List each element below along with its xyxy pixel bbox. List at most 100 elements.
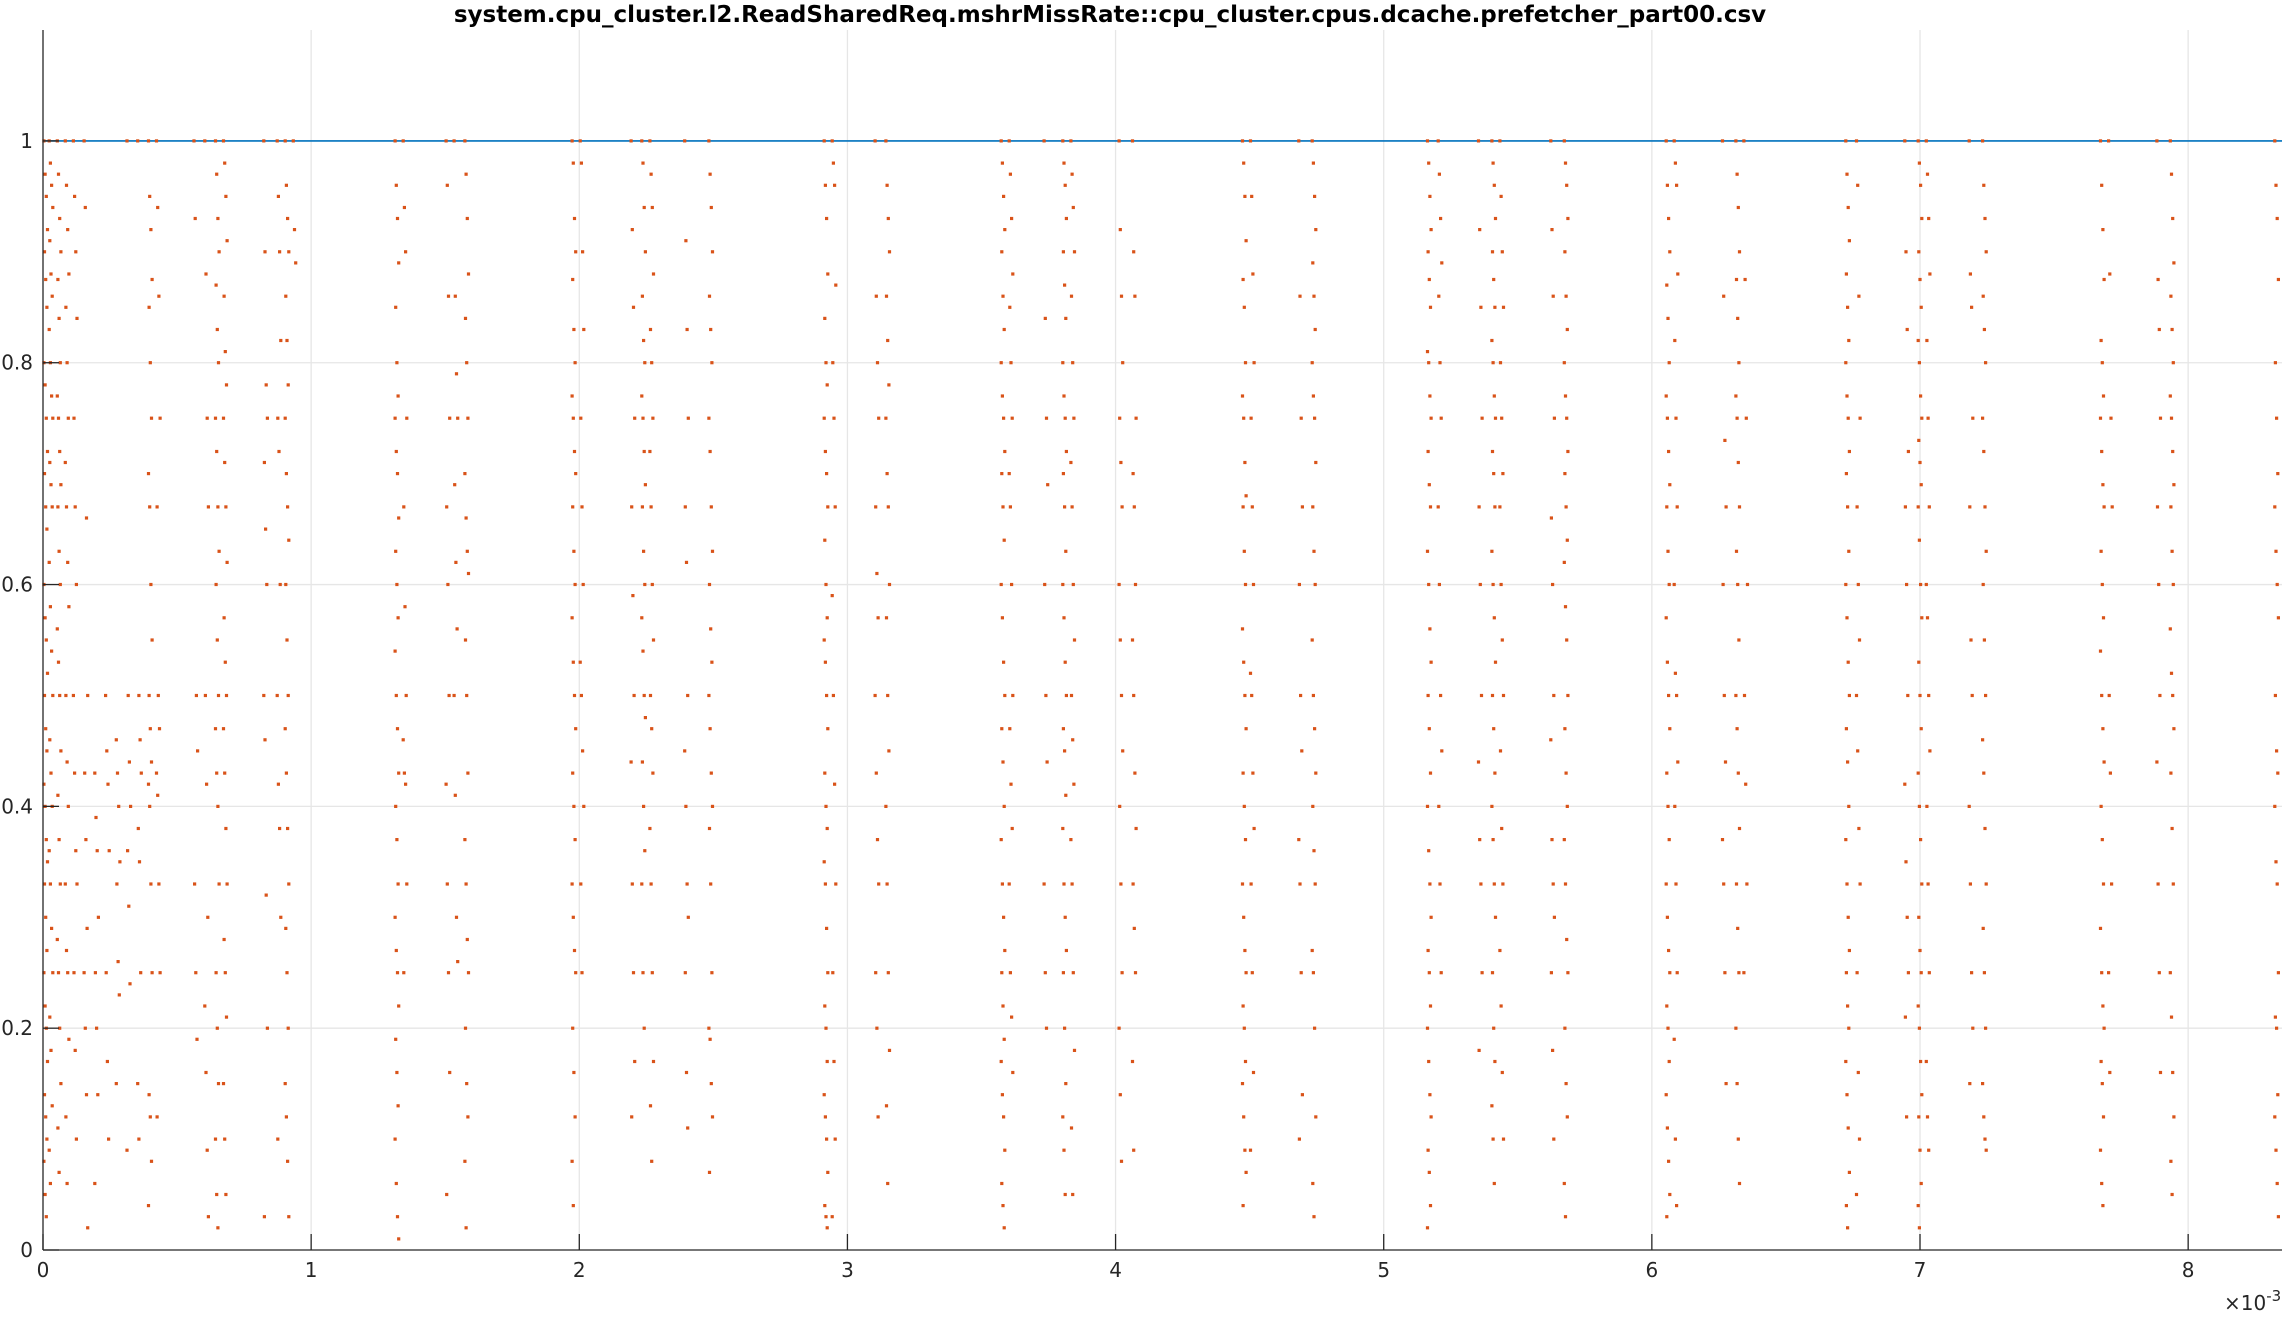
data-point (393, 915, 397, 919)
data-point (1674, 416, 1678, 420)
data-point (2108, 771, 2112, 775)
data-point (146, 782, 151, 786)
data-point (2172, 1115, 2176, 1119)
data-point (464, 516, 468, 520)
data-point (1437, 172, 1441, 176)
data-point (397, 1237, 401, 1241)
data-point (1735, 1082, 1739, 1086)
data-point (1072, 250, 1077, 254)
data-point (2101, 727, 2105, 731)
data-point (446, 582, 450, 587)
data-point (1071, 582, 1075, 587)
data-point (405, 882, 409, 886)
data-point (1857, 638, 1862, 642)
data-point (2099, 1059, 2103, 1064)
data-point (1927, 505, 1931, 509)
data-point (138, 738, 142, 742)
data-point (1130, 1059, 1135, 1064)
data-point (1069, 1126, 1074, 1130)
data-point (633, 1059, 637, 1064)
data-point (1981, 139, 1985, 143)
data-point (454, 915, 459, 919)
data-point (1917, 804, 1921, 808)
data-point (292, 228, 297, 232)
data-point (1917, 538, 1921, 542)
data-point (2276, 1093, 2280, 1097)
data-point (886, 1181, 890, 1186)
data-point (223, 460, 227, 465)
data-point (709, 205, 713, 210)
data-point (1310, 638, 1314, 642)
data-point (463, 838, 467, 842)
data-point (1846, 660, 1850, 664)
data-point (1927, 1148, 1931, 1152)
data-point (50, 926, 54, 930)
data-point (1665, 660, 1669, 664)
data-point (452, 693, 456, 698)
data-point (402, 505, 406, 509)
data-point (1565, 804, 1569, 808)
data-point (2157, 327, 2161, 332)
data-point (1312, 294, 1316, 298)
data-point (42, 250, 47, 254)
data-point (1563, 161, 1568, 165)
data-point (1927, 693, 1931, 698)
data-point (1499, 1004, 1503, 1008)
data-point (631, 305, 636, 309)
data-point (1062, 616, 1066, 620)
data-point (222, 616, 226, 620)
x-exponent-label: ×10-3 (2224, 1287, 2281, 1315)
data-point (65, 361, 69, 365)
data-point (1927, 216, 1931, 221)
data-point (277, 449, 281, 454)
data-point (1858, 882, 1862, 886)
data-point (1737, 505, 1742, 509)
data-point (73, 771, 77, 775)
data-point (401, 139, 405, 143)
data-point (579, 882, 583, 886)
data-point (885, 882, 889, 886)
data-point (570, 394, 574, 398)
data-point (206, 1215, 210, 1219)
data-point (887, 383, 891, 387)
data-point (395, 971, 400, 975)
data-point (1916, 338, 1920, 343)
data-point (1072, 1048, 1077, 1052)
data-point (283, 727, 287, 731)
data-point (278, 250, 282, 254)
data-point (464, 882, 468, 886)
data-point (1968, 272, 1972, 276)
data-point (44, 915, 48, 919)
data-point (2170, 1192, 2174, 1197)
data-point (48, 738, 52, 742)
data-point (287, 882, 291, 886)
data-point (50, 394, 54, 398)
data-point (1477, 505, 1481, 509)
data-point (641, 971, 645, 975)
data-point (397, 1004, 401, 1008)
data-point (1734, 549, 1739, 553)
data-point (1313, 582, 1317, 587)
data-point (831, 971, 835, 975)
data-point (826, 1170, 830, 1174)
data-point (1668, 483, 1672, 487)
data-point (404, 693, 408, 698)
data-point (1743, 277, 1747, 282)
data-point (1008, 305, 1012, 309)
data-point (1665, 505, 1669, 509)
data-point (570, 882, 574, 886)
data-point (466, 571, 471, 576)
data-point (58, 582, 62, 587)
data-point (1501, 693, 1506, 698)
data-point (262, 693, 266, 698)
data-point (571, 1026, 575, 1030)
data-point (686, 1126, 690, 1130)
data-point (217, 882, 221, 886)
data-point (149, 582, 153, 587)
data-point (1906, 449, 1910, 454)
data-point (1847, 693, 1851, 698)
data-point (1426, 693, 1430, 698)
data-point (42, 693, 47, 698)
data-point (1243, 948, 1247, 953)
data-point (684, 560, 689, 564)
